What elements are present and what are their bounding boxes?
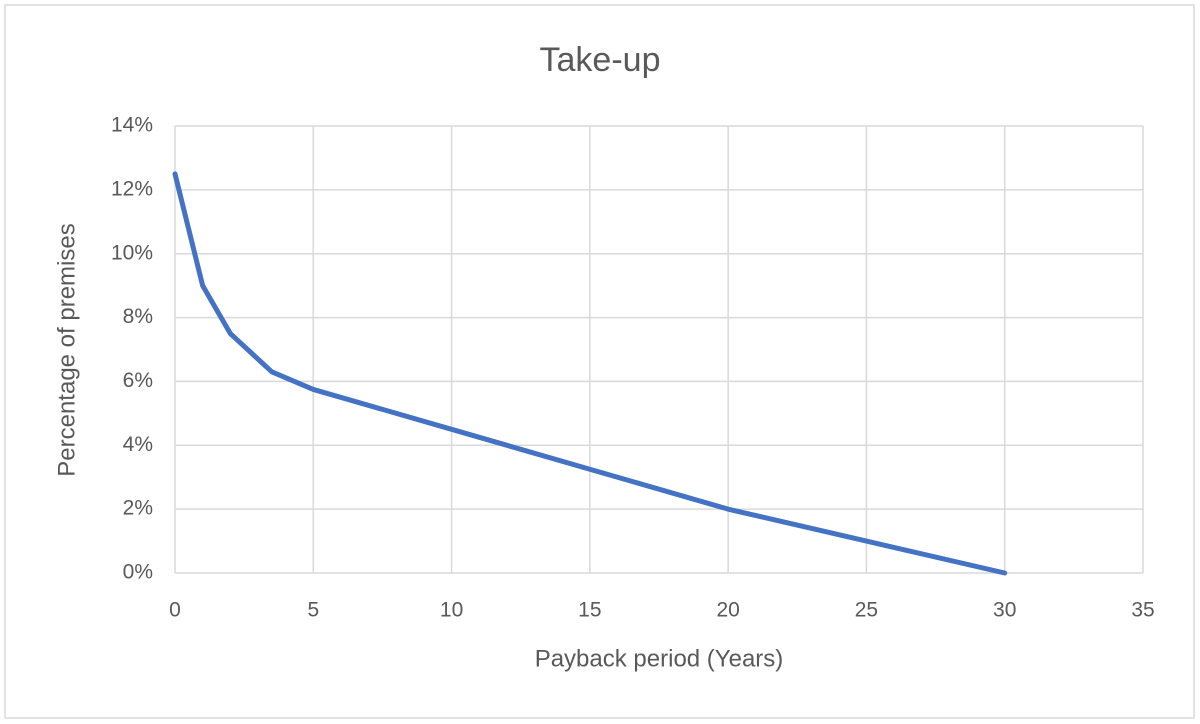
x-tick-label: 15	[578, 599, 601, 622]
y-tick-label: 8%	[123, 305, 153, 328]
y-axis-title: Percentage of premises	[53, 223, 80, 476]
x-tick-label: 30	[993, 599, 1016, 622]
x-tick-label: 35	[1131, 599, 1154, 622]
x-axis-title: Payback period (Years)	[535, 645, 784, 672]
x-tick-label: 5	[307, 599, 319, 622]
chart-title: Take-up	[540, 41, 661, 79]
y-tick-label: 0%	[123, 561, 153, 584]
y-tick-label: 12%	[111, 177, 153, 200]
y-tick-label: 2%	[123, 497, 153, 520]
y-tick-label: 6%	[123, 369, 153, 392]
y-tick-label: 14%	[111, 114, 153, 137]
y-tick-label: 4%	[123, 433, 153, 456]
x-tick-label: 10	[440, 599, 463, 622]
chart-border	[4, 4, 1195, 719]
x-tick-label: 20	[716, 599, 739, 622]
x-tick-label: 25	[855, 599, 878, 622]
x-tick-label: 0	[169, 599, 181, 622]
data-line	[172, 171, 1008, 576]
y-tick-label: 10%	[111, 241, 153, 264]
